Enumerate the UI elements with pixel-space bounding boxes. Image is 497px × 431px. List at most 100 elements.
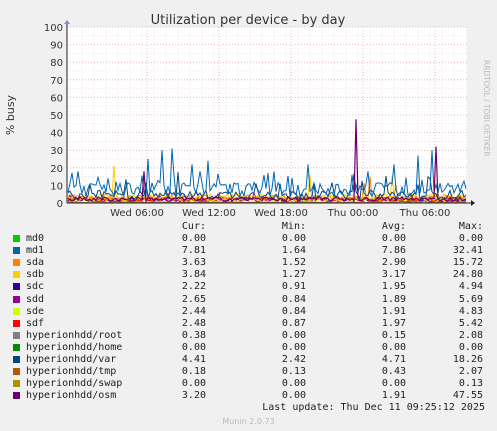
series-line-sdf [67,192,467,203]
x-tick-label: Wed 12:00 [182,208,236,219]
legend-value-cur: 0.00 [181,233,206,244]
legend-series-name: hyperionhdd/swap [26,378,123,390]
legend-value-max: 5.42 [458,317,483,329]
legend-swatch [13,368,20,376]
legend-series-name: hyperionhdd/osm [26,390,117,402]
legend-row: sdf 2.48 0.87 1.97 5.42 [0,318,497,330]
legend-series-name: hyperionhdd/tmp [26,366,117,378]
x-tick-label: Thu 00:00 [327,208,379,219]
series-line-hyperionhdd-osm [67,119,467,204]
legend-value-max: 4.94 [458,281,483,293]
legend-value-min: 0.00 [281,390,306,402]
y-tick-label: 70 [50,76,63,87]
legend-row: hyperionhdd/home 0.00 0.00 0.00 0.00 [0,342,497,354]
legend-series-name: sdb [26,269,45,281]
legend-value-avg: 1.91 [381,305,406,317]
y-tick-label: 20 [50,164,63,175]
legend-value-min: 2.42 [281,354,306,365]
legend-value-cur: 0.38 [181,329,206,341]
legend-value-max: 32.41 [452,245,483,257]
legend-series-name: hyperionhdd/var [26,354,117,365]
x-axis-arrow [471,200,475,206]
legend-row: hyperionhdd/osm 3.20 0.00 1.91 47.55 [0,390,497,402]
y-tick-label: 30 [50,146,63,157]
legend-value-avg: 0.00 [381,341,406,353]
legend-series-name: sda [26,257,45,269]
legend-row: sdd 2.65 0.84 1.89 5.69 [0,294,497,306]
series-line-md1 [67,148,467,199]
legend-row: hyperionhdd/tmp 0.18 0.13 0.43 2.07 [0,366,497,378]
y-tick-label: 50 [50,111,63,122]
legend-value-min: 0.84 [281,293,306,305]
y-axis-arrow [64,20,70,24]
legend-value-avg: 2.90 [381,257,406,269]
legend-value-cur: 4.41 [181,354,206,365]
legend-value-cur: 2.44 [181,305,206,317]
legend-value-max: 2.08 [458,329,483,341]
legend-swatch [13,295,20,303]
legend-value-cur: 3.63 [181,257,206,269]
legend-value-avg: 0.43 [381,366,406,378]
legend-swatch [13,331,20,339]
legend-value-cur: 2.65 [181,293,206,305]
column-header-avg: Avg: [381,221,406,232]
y-tick-label: 60 [50,93,63,104]
legend-value-cur: 0.00 [181,378,206,390]
legend-row: sdb 3.84 1.27 3.17 24.80 [0,269,497,281]
generator-label: Munin 2.0.73 [222,417,275,426]
legend-swatch [13,380,20,388]
legend-value-cur: 2.22 [181,281,206,293]
legend-series-name: md0 [26,233,45,244]
legend-row: sde 2.44 0.84 1.91 4.83 [0,306,497,318]
y-tick-label: 0 [57,199,63,210]
legend-swatch [13,283,20,291]
legend-series-name: md1 [26,245,45,257]
legend-value-avg: 0.15 [381,329,406,341]
legend-value-min: 1.64 [281,245,306,257]
legend-row: hyperionhdd/var 4.41 2.42 4.71 18.26 [0,354,497,366]
series-line-hyperionhdd-tmp [67,198,467,204]
legend-row: hyperionhdd/swap 0.00 0.00 0.00 0.13 [0,378,497,390]
legend-value-avg: 1.97 [381,317,406,329]
legend-row: hyperionhdd/root 0.38 0.00 0.15 2.08 [0,330,497,342]
legend-value-max: 2.07 [458,366,483,378]
watermark: RRDTOOL / TOBI OETIKER [482,60,491,157]
legend-value-max: 0.00 [458,341,483,353]
legend-series-name: sdd [26,293,45,305]
legend-value-max: 0.00 [458,233,483,244]
legend-value-avg: 3.17 [381,269,406,281]
column-header-max: Max: [458,221,483,232]
legend-value-max: 0.13 [458,378,483,390]
legend-value-min: 0.91 [281,281,306,293]
y-tick-label: 40 [50,129,63,140]
legend-swatch [13,247,20,255]
legend-value-min: 0.84 [281,305,306,317]
legend-value-min: 0.00 [281,378,306,390]
legend-value-min: 0.00 [281,233,306,244]
legend-swatch [13,356,20,363]
legend-row: md0 0.00 0.00 0.00 0.00 [0,233,497,245]
y-tick-label: 90 [50,41,63,52]
legend-value-cur: 2.48 [181,317,206,329]
x-tick-label: Wed 18:00 [254,208,308,219]
legend-value-max: 24.80 [452,269,483,281]
legend-value-avg: 1.95 [381,281,406,293]
legend-row: sdc 2.22 0.91 1.95 4.94 [0,281,497,293]
legend-series-name: sdc [26,281,45,293]
legend-value-cur: 0.00 [181,341,206,353]
legend-swatch [13,271,20,279]
legend-series-name: sdf [26,317,45,329]
legend-swatch [13,235,20,242]
legend-value-avg: 0.00 [381,233,406,244]
x-tick-label: Thu 06:00 [399,208,451,219]
legend-swatch [13,307,20,315]
x-tick-label: Wed 06:00 [110,208,164,219]
legend-value-min: 0.87 [281,317,306,329]
legend-value-cur: 3.84 [181,269,206,281]
series-line-hyperionhdd-var [67,172,467,201]
last-update: Last update: Thu Dec 11 09:25:12 2025 [262,402,485,413]
legend-value-min: 0.00 [281,341,306,353]
column-header-cur: Cur: [181,221,206,232]
legend-value-min: 0.13 [281,366,306,378]
